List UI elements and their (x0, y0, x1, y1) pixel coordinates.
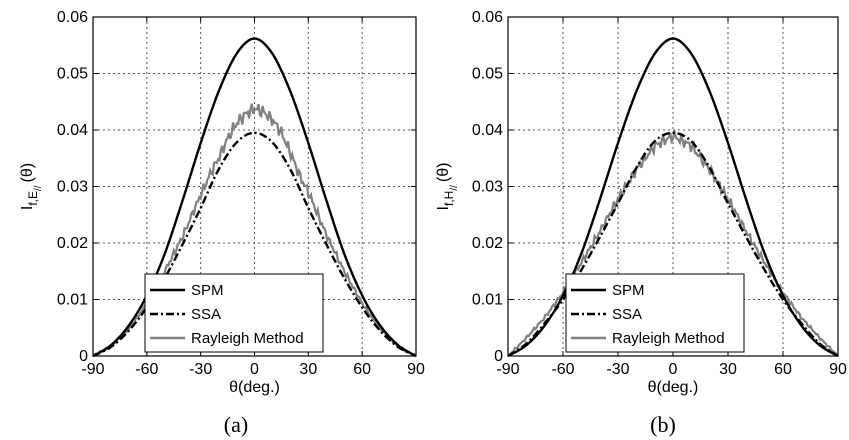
legend-label-spm: SPM (612, 282, 645, 299)
y-tick-label: 0.04 (472, 122, 503, 139)
y-tick-label: 0.06 (57, 9, 88, 26)
y-tick-label: 0 (79, 348, 88, 365)
y-tick-label: 0.02 (472, 235, 503, 252)
y-tick-label: 0.05 (472, 66, 503, 83)
panel-caption: (b) (650, 412, 676, 437)
x-axis-label: θ(deg.) (648, 379, 699, 396)
legend-label-rayleigh-method: Rayleigh Method (612, 330, 725, 347)
legend-label-ssa: SSA (191, 306, 221, 323)
x-tick-label: -30 (606, 361, 629, 378)
x-tick-label: 90 (407, 361, 425, 378)
y-tick-label: 0.03 (57, 179, 88, 196)
y-tick-label: 0.04 (57, 122, 88, 139)
x-tick-label: -60 (135, 361, 158, 378)
panel-caption: (a) (224, 412, 248, 437)
y-axis-label: If,E//(θ) (19, 163, 44, 210)
chart-panel-a: -90 -60 -30 0 30 60 90 0 0.01 0.02 0.03 0.04 0.05 0.0… (19, 9, 425, 437)
x-tick-label: -90 (496, 361, 519, 378)
y-tick-label: 0.05 (57, 66, 88, 83)
y-tick-label: 0.03 (472, 179, 503, 196)
x-tick-label: 60 (353, 361, 371, 378)
x-tick-label: 0 (250, 361, 259, 378)
series-line-ssa (92, 131, 417, 358)
y-tick-label: 0.01 (472, 292, 503, 309)
legend: SPM SSA Rayleigh Method (144, 273, 324, 353)
x-tick-label: -60 (551, 361, 574, 378)
y-axis-label: If,H//(θ) (435, 163, 460, 211)
legend-label-rayleigh-method: Rayleigh Method (191, 330, 304, 347)
y-tick-label: 0.06 (472, 9, 503, 26)
x-tick-label: 90 (829, 361, 847, 378)
series-line-ssa (507, 131, 839, 358)
x-tick-label: 60 (774, 361, 792, 378)
y-tick-label: 0.02 (57, 235, 88, 252)
x-tick-label: -90 (81, 361, 104, 378)
x-tick-label: 0 (669, 361, 678, 378)
y-tick-label: 0.01 (57, 292, 88, 309)
x-axis-label: θ(deg.) (229, 379, 280, 396)
y-tick-label: 0 (494, 348, 503, 365)
legend: SPM SSA Rayleigh Method (565, 273, 745, 353)
x-tick-label: 30 (299, 361, 317, 378)
legend-label-ssa: SSA (612, 306, 642, 323)
x-tick-label: -30 (189, 361, 212, 378)
x-tick-label: 30 (719, 361, 737, 378)
chart-panel-b: -90 -60 -30 0 30 60 90 0 0.01 0.02 0.03 0.04 0.05 0.0… (435, 9, 847, 437)
series-line-spm (507, 37, 839, 358)
legend-label-spm: SPM (191, 282, 224, 299)
